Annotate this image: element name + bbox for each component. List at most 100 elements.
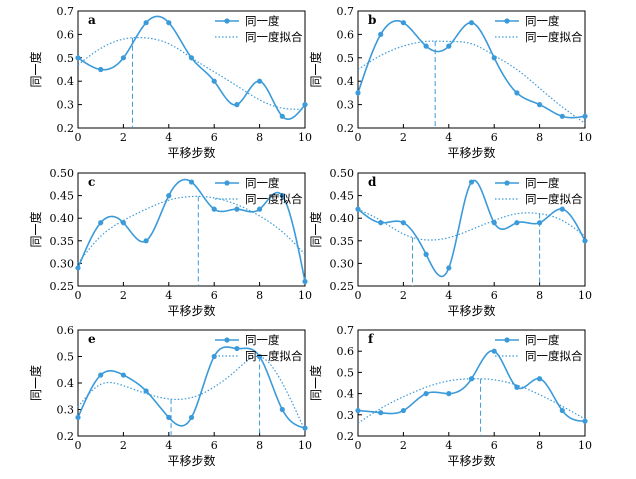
- legend-data-marker: [504, 18, 510, 24]
- x-tick-label: 4: [165, 289, 172, 302]
- y-tick-label: 0.2: [337, 122, 355, 135]
- y-axis-title: 同一度: [28, 365, 43, 401]
- data-point: [188, 414, 195, 421]
- y-tick-label: 0.5: [337, 52, 355, 65]
- data-point: [446, 391, 452, 397]
- legend-fit-label: 同一度拟合: [525, 349, 583, 363]
- fit-series-line: [357, 40, 586, 124]
- y-tick-label: 0.30: [330, 257, 355, 270]
- panel-c: 0 2 4 6 8 10 0.25 0.30 0.35 0.40 0.45 0.50 平移步数 同一度 c 同…: [28, 167, 312, 318]
- data-point: [582, 113, 588, 119]
- legend-data-marker: [504, 180, 510, 186]
- data-point: [423, 391, 429, 397]
- legend-data-label: 同一度: [245, 333, 280, 347]
- data-point: [537, 102, 543, 108]
- y-tick-label: 0.45: [50, 190, 75, 203]
- data-point: [166, 193, 172, 199]
- x-tick-label: 0: [75, 439, 82, 452]
- data-point: [234, 206, 240, 212]
- x-axis-title: 平移步数: [447, 303, 495, 318]
- y-tick-label: 0.50: [330, 167, 355, 180]
- x-tick-label: 6: [211, 289, 218, 302]
- y-tick-label: 0.3: [337, 409, 355, 422]
- fit-series-line: [357, 378, 586, 424]
- legend-fit-label: 同一度拟合: [245, 192, 303, 206]
- data-point: [75, 414, 81, 421]
- x-tick-label: 2: [120, 289, 127, 302]
- x-tick-label: 2: [120, 439, 127, 452]
- legend-fit-label: 同一度拟合: [245, 349, 303, 363]
- y-tick-label: 0.2: [57, 122, 75, 135]
- data-point: [211, 78, 217, 84]
- data-point: [98, 220, 104, 226]
- data-point: [98, 66, 104, 73]
- data-point: [537, 376, 543, 382]
- fit-series-line: [357, 208, 586, 241]
- plot-frame: [77, 172, 306, 287]
- y-axis-title: 同一度: [308, 51, 323, 87]
- y-tick-label: 0.5: [57, 351, 75, 364]
- data-point: [400, 407, 406, 414]
- y-tick-label: 0.5: [57, 52, 75, 65]
- y-tick-label: 0.2: [337, 430, 355, 443]
- x-tick-label: 4: [445, 131, 452, 144]
- y-tick-label: 0.40: [330, 212, 355, 225]
- x-tick-label: 0: [355, 131, 362, 144]
- data-point: [400, 220, 406, 226]
- panel-label: b: [368, 13, 376, 27]
- y-tick-label: 0.6: [337, 28, 355, 41]
- data-point: [423, 43, 429, 49]
- legend-data-label: 同一度: [525, 14, 560, 28]
- data-point: [211, 353, 217, 360]
- x-tick-label: 8: [256, 131, 263, 144]
- data-point: [400, 20, 406, 26]
- x-axis-title: 平移步数: [447, 145, 495, 160]
- plot-frame: [77, 10, 306, 129]
- y-tick-label: 0.6: [57, 324, 75, 337]
- y-tick-label: 0.6: [57, 28, 75, 41]
- x-tick-label: 6: [211, 131, 218, 144]
- y-tick-label: 0.40: [50, 212, 75, 225]
- y-tick-label: 0.6: [337, 345, 355, 358]
- y-tick-label: 0.7: [57, 5, 75, 18]
- data-point: [468, 376, 475, 382]
- data-point: [582, 418, 588, 424]
- x-tick-label: 6: [491, 131, 498, 144]
- data-point: [279, 113, 285, 119]
- y-axis-title: 同一度: [308, 365, 323, 401]
- y-tick-label: 0.45: [330, 190, 355, 203]
- data-point: [279, 406, 285, 413]
- panel-label: d: [368, 175, 377, 189]
- x-tick-label: 4: [445, 289, 452, 302]
- legend-data-marker: [224, 18, 230, 24]
- y-axis-title: 同一度: [308, 211, 323, 247]
- data-point: [257, 206, 263, 212]
- fit-series-line: [77, 36, 306, 110]
- x-tick-label: 0: [355, 289, 362, 302]
- legend-fit-label: 同一度拟合: [525, 192, 583, 206]
- panel-label: c: [88, 175, 95, 189]
- legend-data-label: 同一度: [525, 176, 560, 190]
- y-tick-label: 0.2: [57, 430, 75, 443]
- panel-label: a: [88, 13, 96, 27]
- panel-label: e: [88, 332, 96, 346]
- x-tick-label: 10: [298, 131, 312, 144]
- panel-label: f: [368, 332, 374, 346]
- data-point: [166, 20, 172, 26]
- y-axis-title: 同一度: [28, 51, 43, 87]
- y-tick-label: 0.4: [57, 377, 75, 390]
- data-point: [279, 193, 285, 199]
- data-point: [446, 43, 452, 49]
- y-tick-label: 0.4: [337, 75, 355, 88]
- y-tick-label: 0.25: [50, 280, 75, 293]
- x-tick-label: 8: [256, 289, 263, 302]
- legend-data-marker: [224, 337, 230, 343]
- data-point: [582, 238, 588, 244]
- y-tick-label: 0.35: [50, 235, 75, 248]
- x-axis-title: 平移步数: [167, 303, 215, 318]
- data-point: [491, 55, 497, 61]
